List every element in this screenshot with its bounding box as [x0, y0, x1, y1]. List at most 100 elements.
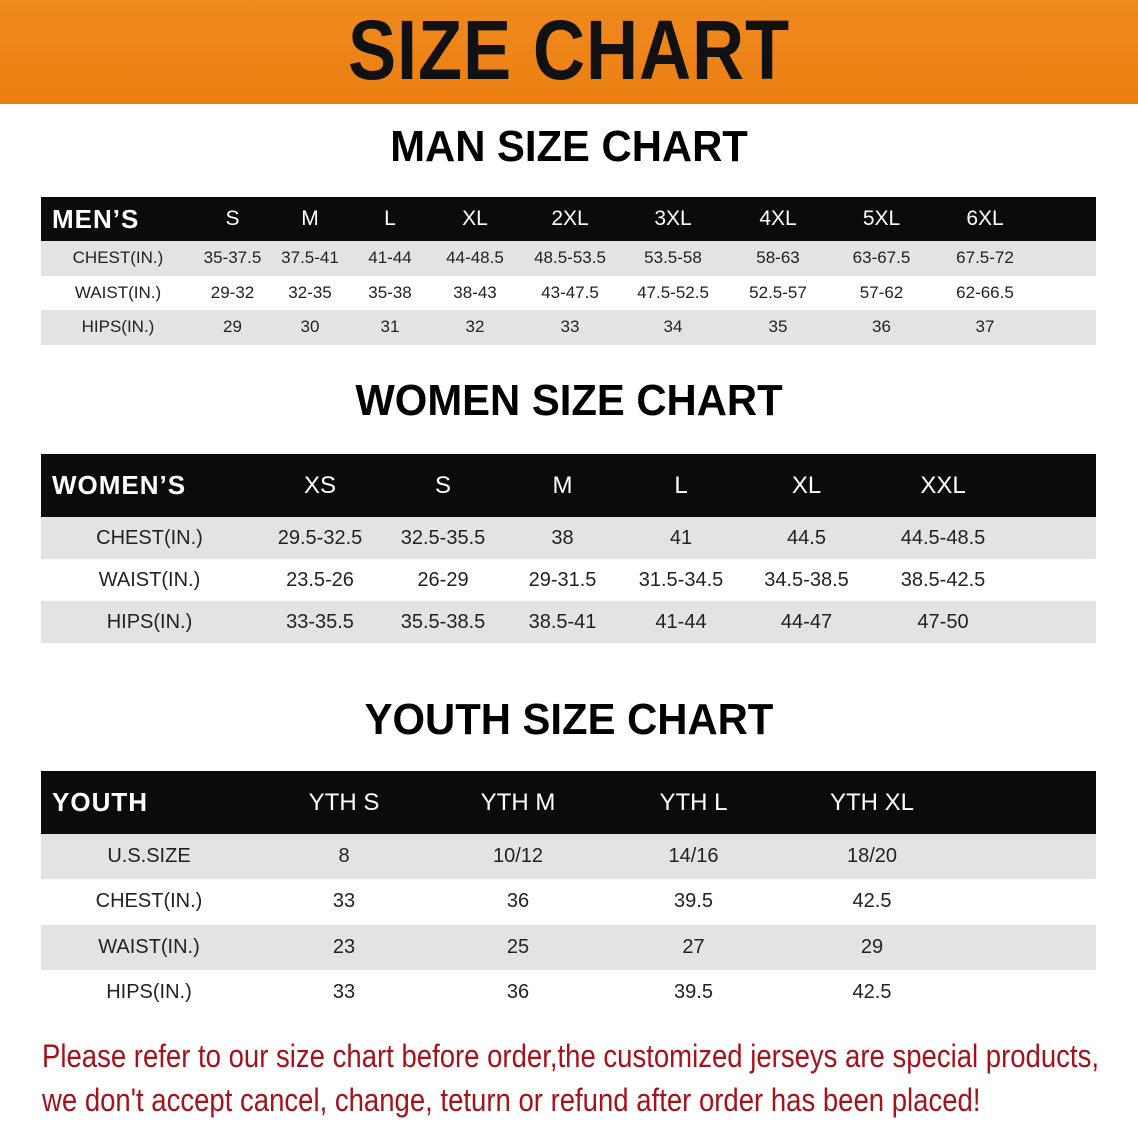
cell-value: 44.5-48.5 — [872, 517, 1014, 559]
table-row: U.S.SIZE 8 10/12 14/16 18/20 — [41, 834, 1096, 880]
table-header-label: WOMEN’S — [41, 454, 258, 517]
table-header-label: MEN’S — [41, 197, 195, 241]
size-header: XL — [741, 454, 872, 517]
cell-value: 67.5-72 — [933, 241, 1037, 276]
cell-value: 36 — [431, 879, 605, 925]
size-header: XS — [258, 454, 382, 517]
row-filler — [962, 879, 1096, 925]
row-filler — [962, 924, 1096, 970]
cell-value: 33 — [257, 879, 431, 925]
cell-value: 37 — [933, 310, 1037, 345]
table-row: HIPS(IN.) 33 36 39.5 42.5 — [41, 969, 1096, 1016]
cell-value: 44.5 — [741, 517, 872, 559]
size-header: 5XL — [830, 197, 933, 241]
row-label: HIPS(IN.) — [41, 969, 257, 1016]
cell-value: 44-48.5 — [430, 241, 520, 276]
cell-value: 39.5 — [605, 969, 782, 1016]
banner: SIZE CHART — [0, 0, 1138, 104]
size-header: L — [350, 197, 430, 241]
row-filler — [1037, 275, 1096, 310]
size-header: XL — [430, 197, 520, 241]
cell-value: 29-32 — [195, 275, 270, 310]
size-header: 6XL — [933, 197, 1037, 241]
header-row: WOMEN’S XS S M L XL XXL — [41, 454, 1096, 517]
cell-value: 52.5-57 — [726, 275, 830, 310]
cell-value: 10/12 — [431, 834, 605, 880]
size-header: YTH XL — [782, 771, 962, 834]
cell-value: 34.5-38.5 — [741, 559, 872, 601]
cell-value: 29 — [195, 310, 270, 345]
size-header: 3XL — [620, 197, 726, 241]
cell-value: 23.5-26 — [258, 559, 382, 601]
row-label: WAIST(IN.) — [41, 559, 258, 601]
cell-value: 32-35 — [270, 275, 350, 310]
cell-value: 44-47 — [741, 601, 872, 643]
table-row: CHEST(IN.) 35-37.5 37.5-41 41-44 44-48.5 48.5… — [41, 241, 1096, 276]
cell-value: 41-44 — [350, 241, 430, 276]
cell-value: 35 — [726, 310, 830, 345]
cell-value: 35-37.5 — [195, 241, 270, 276]
cell-value: 25 — [431, 924, 605, 970]
header-filler — [962, 771, 1096, 834]
cell-value: 29-31.5 — [504, 559, 621, 601]
table-row: CHEST(IN.) 29.5-32.5 32.5-35.5 38 41 44.5 44.5… — [41, 517, 1096, 559]
row-label: WAIST(IN.) — [41, 924, 257, 970]
header-row: MEN’S S M L XL 2XL 3XL 4XL 5XL 6XL — [41, 197, 1096, 241]
cell-value: 31 — [350, 310, 430, 345]
men-section-title: MAN SIZE CHART — [390, 122, 748, 171]
cell-value: 48.5-53.5 — [520, 241, 620, 276]
cell-value: 43-47.5 — [520, 275, 620, 310]
cell-value: 33 — [257, 969, 431, 1016]
size-header: YTH L — [605, 771, 782, 834]
cell-value: 35-38 — [350, 275, 430, 310]
cell-value: 39.5 — [605, 879, 782, 925]
row-label: WAIST(IN.) — [41, 275, 195, 310]
cell-value: 41-44 — [621, 601, 741, 643]
cell-value: 38-43 — [430, 275, 520, 310]
disclaimer-line-1: Please refer to our size chart before or… — [42, 1038, 1099, 1074]
cell-value: 41 — [621, 517, 741, 559]
row-label: CHEST(IN.) — [41, 517, 258, 559]
row-filler — [1037, 241, 1096, 276]
cell-value: 57-62 — [830, 275, 933, 310]
cell-value: 47.5-52.5 — [620, 275, 726, 310]
header-filler — [1037, 197, 1096, 241]
row-filler — [962, 969, 1096, 1016]
size-header: S — [195, 197, 270, 241]
table-row: WAIST(IN.) 23 25 27 29 — [41, 924, 1096, 970]
row-filler — [962, 834, 1096, 880]
row-label: U.S.SIZE — [41, 834, 257, 880]
cell-value: 47-50 — [872, 601, 1014, 643]
cell-value: 29.5-32.5 — [258, 517, 382, 559]
women-size-table: WOMEN’S XS S M L XL XXL CHEST(IN.) 29.5-32.5 32.5… — [41, 454, 1096, 643]
cell-value: 31.5-34.5 — [621, 559, 741, 601]
size-header: M — [270, 197, 350, 241]
size-header: YTH S — [257, 771, 431, 834]
size-header: S — [382, 454, 504, 517]
table-row: HIPS(IN.) 33-35.5 35.5-38.5 38.5-41 41-44 44-… — [41, 601, 1096, 643]
row-label: CHEST(IN.) — [41, 241, 195, 276]
cell-value: 38.5-41 — [504, 601, 621, 643]
cell-value: 42.5 — [782, 969, 962, 1016]
size-header: XXL — [872, 454, 1014, 517]
cell-value: 29 — [782, 924, 962, 970]
row-filler — [1014, 517, 1096, 559]
cell-value: 14/16 — [605, 834, 782, 880]
cell-value: 18/20 — [782, 834, 962, 880]
youth-section-title: YOUTH SIZE CHART — [364, 695, 774, 744]
table-header-label: YOUTH — [41, 771, 257, 834]
cell-value: 30 — [270, 310, 350, 345]
cell-value: 35.5-38.5 — [382, 601, 504, 643]
cell-value: 38 — [504, 517, 621, 559]
cell-value: 63-67.5 — [830, 241, 933, 276]
row-filler — [1037, 310, 1096, 345]
size-header: M — [504, 454, 621, 517]
cell-value: 23 — [257, 924, 431, 970]
women-section-title: WOMEN SIZE CHART — [355, 376, 783, 425]
cell-value: 36 — [830, 310, 933, 345]
cell-value: 34 — [620, 310, 726, 345]
row-label: HIPS(IN.) — [41, 310, 195, 345]
cell-value: 33 — [520, 310, 620, 345]
cell-value: 62-66.5 — [933, 275, 1037, 310]
cell-value: 37.5-41 — [270, 241, 350, 276]
